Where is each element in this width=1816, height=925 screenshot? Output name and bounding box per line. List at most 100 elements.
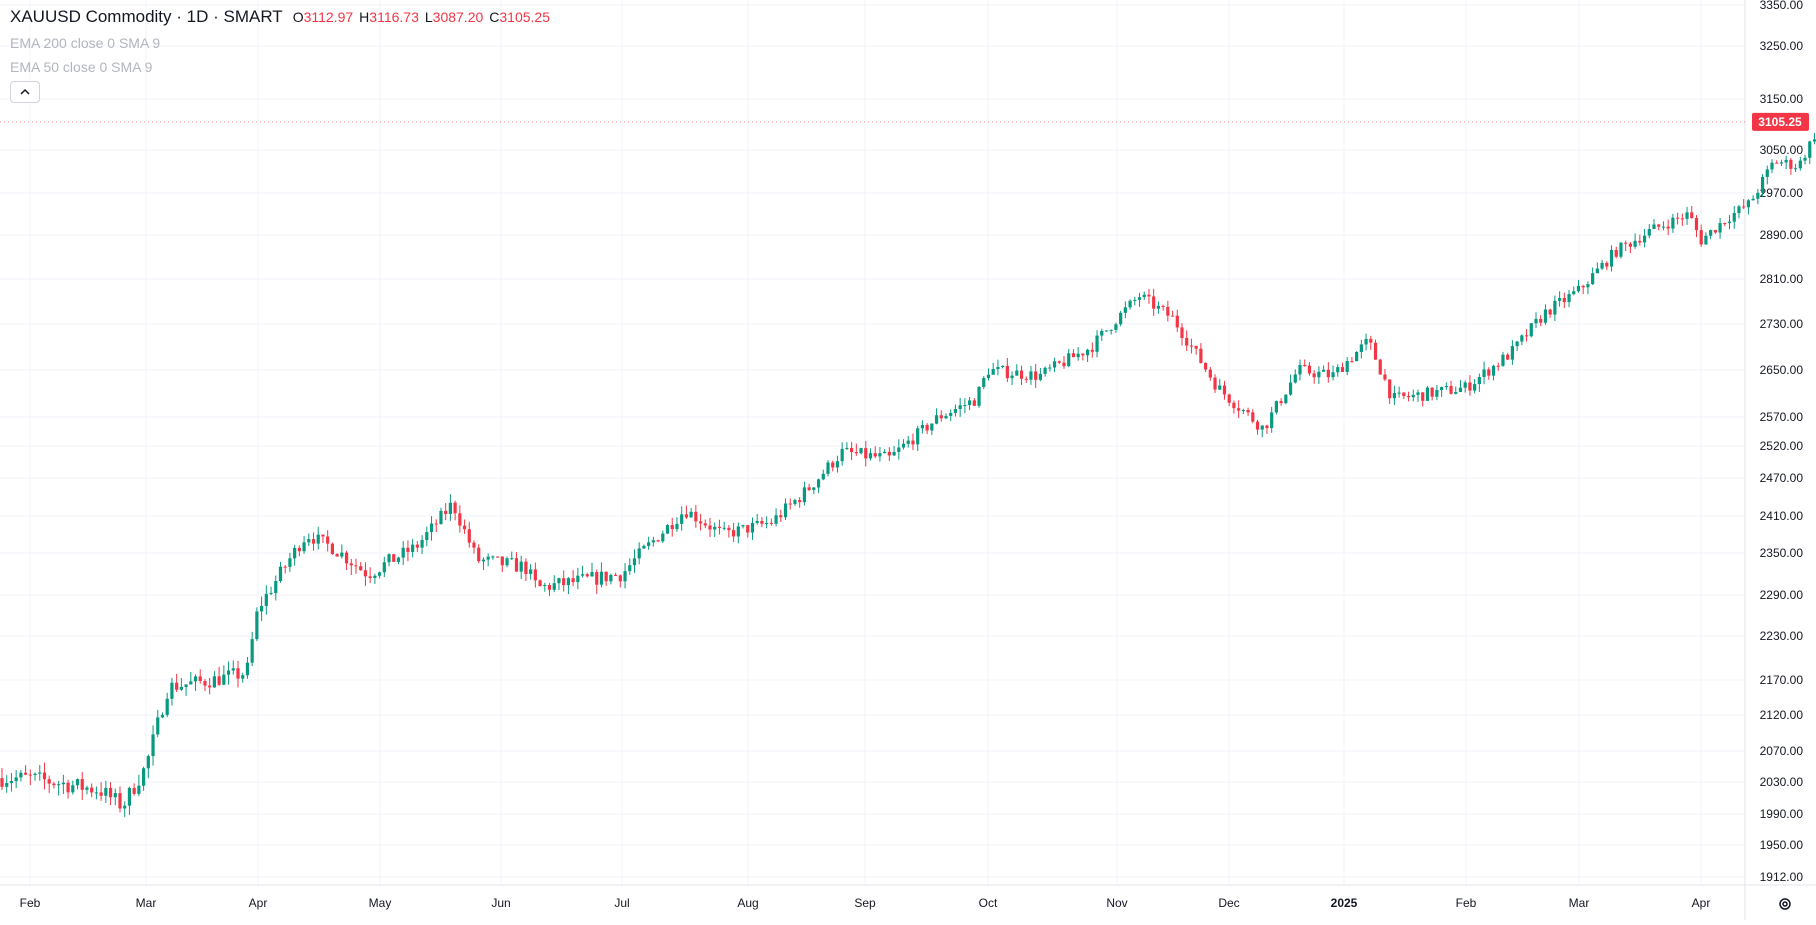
candle-body <box>1553 300 1557 315</box>
candle <box>623 563 627 589</box>
indicator-ema-50[interactable]: EMA 50 close 0 SMA 9 <box>10 59 153 75</box>
candle-body <box>1756 192 1760 199</box>
candle <box>165 692 169 718</box>
candle-body <box>585 574 589 577</box>
candle <box>1647 224 1651 239</box>
time-axis[interactable]: Feb Mar Apr May Jun Jul Aug Sep Oct Nov Dec 2025 Feb… <box>20 896 1711 910</box>
candle <box>1147 288 1151 304</box>
candle-body <box>496 556 500 558</box>
candle <box>1185 330 1189 351</box>
candle-body <box>547 585 552 590</box>
price-axis[interactable]: 3350.00 3250.00 3150.00 3050.00 2970.00 2890.… <box>1760 0 1804 884</box>
candle <box>1345 357 1349 376</box>
x-tick-label: Feb <box>1456 896 1477 910</box>
candle <box>887 447 891 461</box>
candle-body <box>944 415 948 419</box>
candle-body <box>1534 318 1538 324</box>
collapse-legend-button[interactable] <box>10 81 40 103</box>
candle <box>920 420 924 434</box>
candle-body <box>1062 362 1066 367</box>
candle <box>349 558 353 576</box>
candle-body <box>755 520 759 523</box>
candle-body <box>1038 373 1042 380</box>
candle-body <box>241 675 245 679</box>
candle-body <box>1803 157 1807 161</box>
candle <box>448 494 452 521</box>
candle-body <box>1170 315 1175 317</box>
candle <box>1175 309 1179 332</box>
candle-body <box>1576 285 1581 292</box>
candle-body <box>1029 371 1033 380</box>
x-tick-label: Nov <box>1106 896 1127 910</box>
candle-body <box>543 585 547 587</box>
candle <box>1204 362 1208 373</box>
candle-body <box>1123 307 1127 313</box>
candle-body <box>80 779 84 790</box>
candle-body <box>505 558 509 566</box>
candle <box>321 534 325 544</box>
candle <box>28 769 32 786</box>
candle <box>1652 219 1656 229</box>
candle <box>1458 380 1463 393</box>
candle <box>1732 206 1736 229</box>
candle <box>765 516 769 529</box>
candle <box>1251 409 1255 424</box>
x-tick-label: Jun <box>491 896 510 910</box>
candle <box>519 555 523 580</box>
indicator-ema-200[interactable]: EMA 200 close 0 SMA 9 <box>10 35 161 51</box>
candle-body <box>1255 421 1260 430</box>
candle <box>651 536 655 547</box>
candle-body <box>1685 212 1689 219</box>
candle-body <box>566 578 570 586</box>
candle-body <box>1043 367 1047 374</box>
candle <box>1676 212 1680 225</box>
candle-body <box>958 405 962 409</box>
candle <box>1576 280 1581 293</box>
candle <box>1071 349 1076 358</box>
candle-body <box>765 522 769 524</box>
candle-body <box>1699 230 1703 245</box>
candle <box>231 660 235 675</box>
candle-body <box>934 415 939 424</box>
candle-body <box>1779 162 1784 164</box>
candle-body <box>28 774 32 776</box>
ohlc-low: L3087.20 <box>424 9 484 25</box>
candle-body <box>628 565 632 572</box>
candle <box>1548 308 1552 318</box>
candle-body <box>1709 230 1713 236</box>
settings-button[interactable] <box>1774 893 1796 915</box>
candle <box>986 368 991 381</box>
candle-body <box>1369 338 1373 343</box>
candle-body <box>1185 338 1189 346</box>
candle <box>415 541 419 552</box>
candle-body <box>760 520 764 524</box>
candle-body <box>132 787 136 794</box>
candle <box>807 483 811 492</box>
candle-body <box>911 440 915 445</box>
candle-body <box>1482 369 1486 377</box>
candle <box>170 677 174 706</box>
candle-body <box>1558 298 1562 301</box>
candle <box>1690 206 1694 219</box>
candle-body <box>1435 390 1439 397</box>
candle-body <box>816 479 821 488</box>
candle-body <box>1350 361 1354 363</box>
candle <box>798 497 802 508</box>
candle-body <box>486 556 490 560</box>
candle-body <box>1491 365 1496 376</box>
candle-body <box>887 451 891 456</box>
candle-body <box>477 547 481 562</box>
candle-body <box>1213 377 1217 390</box>
symbol-title[interactable]: XAUUSD Commodity · 1D · SMART <box>10 7 283 26</box>
candle-body <box>255 611 259 640</box>
candle <box>425 526 429 547</box>
candle-body <box>1293 374 1297 383</box>
candle <box>1208 367 1212 381</box>
candle <box>868 448 873 461</box>
candle <box>260 596 264 621</box>
candle-body <box>651 540 655 543</box>
candle <box>538 579 542 587</box>
candle-body <box>897 447 901 453</box>
candle-body <box>179 686 183 690</box>
